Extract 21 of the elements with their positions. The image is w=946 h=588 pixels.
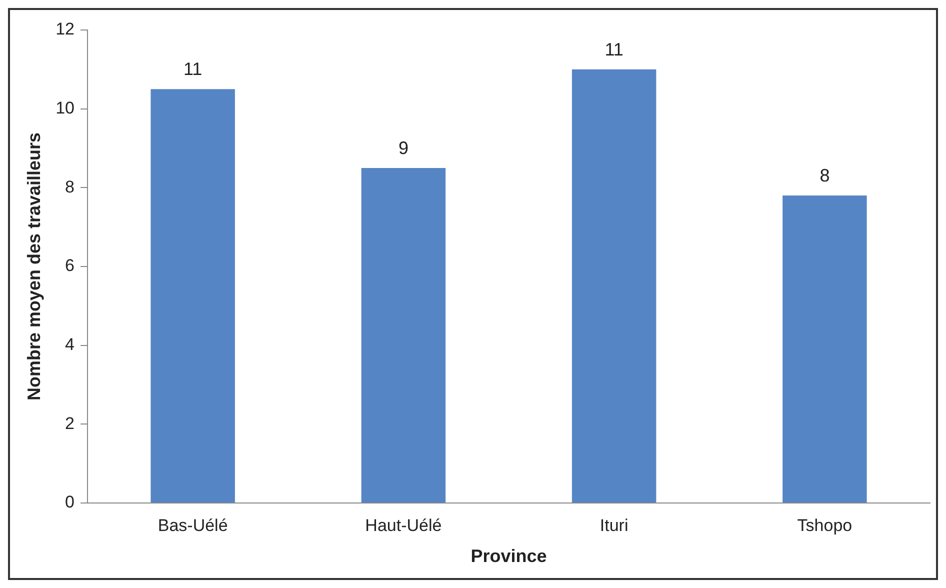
bar bbox=[361, 168, 446, 502]
data-label: 9 bbox=[398, 138, 408, 158]
bar bbox=[150, 89, 235, 502]
bar bbox=[572, 69, 656, 502]
y-tick-label: 0 bbox=[65, 492, 75, 512]
y-tick-label: 12 bbox=[56, 20, 75, 39]
x-tick-label: Tshopo bbox=[797, 516, 852, 535]
y-tick-label: 4 bbox=[65, 335, 75, 354]
y-axis-title: Nombre moyen des travailleurs bbox=[24, 132, 44, 401]
data-label: 11 bbox=[183, 59, 202, 80]
x-tick-label: Haut-Uélé bbox=[365, 516, 442, 535]
bar bbox=[782, 196, 867, 502]
x-tick-label: Ituri bbox=[600, 516, 628, 535]
y-tick-label: 6 bbox=[65, 256, 75, 276]
data-label: 8 bbox=[820, 166, 830, 186]
x-tick-label: Bas-Uélé bbox=[158, 516, 228, 535]
data-label: 11 bbox=[604, 39, 624, 60]
y-tick-label: 10 bbox=[56, 98, 75, 118]
y-tick-label: 8 bbox=[65, 177, 75, 196]
y-tick-label: 2 bbox=[65, 414, 75, 433]
x-axis-title: Province bbox=[470, 546, 547, 566]
